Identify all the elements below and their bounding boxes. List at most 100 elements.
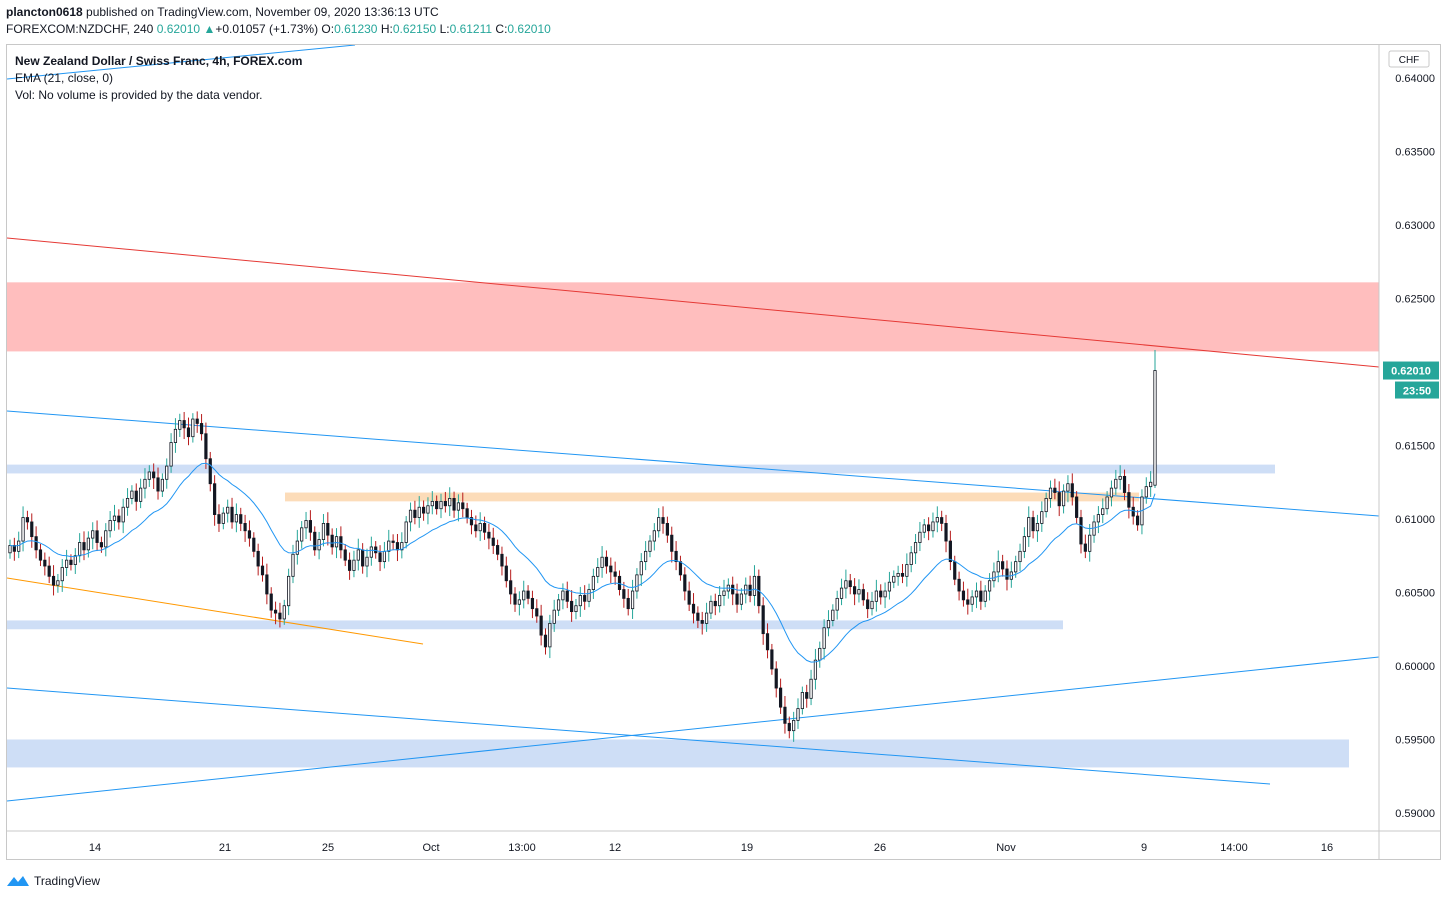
candle[interactable]: [121, 506, 125, 523]
candle[interactable]: [51, 575, 56, 586]
ema-line[interactable]: [9, 462, 1156, 663]
candle[interactable]: [1057, 492, 1061, 507]
candle[interactable]: [125, 498, 130, 508]
candle[interactable]: [896, 572, 900, 577]
candle[interactable]: [173, 428, 178, 443]
candle[interactable]: [421, 506, 426, 514]
candle[interactable]: [530, 597, 535, 610]
candle[interactable]: [683, 574, 687, 592]
candle[interactable]: [469, 517, 474, 526]
candle[interactable]: [465, 508, 469, 518]
candle[interactable]: [857, 589, 861, 595]
candle[interactable]: [56, 580, 60, 586]
candle[interactable]: [117, 515, 121, 523]
candle[interactable]: [509, 580, 513, 595]
candle[interactable]: [1135, 515, 1140, 526]
candle[interactable]: [30, 521, 34, 538]
candle[interactable]: [496, 545, 500, 555]
candle[interactable]: [34, 536, 38, 551]
candle[interactable]: [639, 561, 643, 576]
candle[interactable]: [165, 465, 169, 480]
candle[interactable]: [352, 559, 356, 571]
candle[interactable]: [709, 600, 713, 614]
candle[interactable]: [430, 500, 434, 507]
candle[interactable]: [1035, 523, 1040, 532]
candle[interactable]: [178, 420, 182, 430]
candle[interactable]: [866, 599, 870, 610]
candle[interactable]: [134, 490, 138, 502]
candle[interactable]: [874, 590, 878, 602]
candle[interactable]: [1001, 561, 1005, 570]
candle[interactable]: [186, 427, 191, 438]
candle[interactable]: [539, 615, 543, 636]
candle[interactable]: [831, 609, 835, 621]
candle[interactable]: [735, 593, 739, 605]
candle[interactable]: [1048, 487, 1053, 499]
footer-brand[interactable]: TradingView: [6, 872, 100, 890]
candle[interactable]: [487, 531, 491, 539]
candle[interactable]: [12, 545, 16, 552]
candle[interactable]: [143, 478, 147, 489]
candle[interactable]: [64, 559, 69, 568]
candle[interactable]: [1144, 486, 1148, 498]
candle[interactable]: [626, 597, 630, 610]
candle[interactable]: [648, 540, 652, 552]
candle[interactable]: [25, 517, 30, 523]
candle[interactable]: [60, 567, 64, 582]
candle[interactable]: [670, 534, 674, 552]
candle[interactable]: [853, 586, 857, 595]
candle[interactable]: [635, 574, 639, 592]
candle[interactable]: [374, 546, 378, 554]
candle[interactable]: [731, 584, 735, 595]
candle[interactable]: [1018, 550, 1022, 563]
candle[interactable]: [491, 537, 495, 546]
candle[interactable]: [587, 589, 591, 602]
candle[interactable]: [879, 590, 883, 598]
candle[interactable]: [382, 550, 387, 563]
candle[interactable]: [622, 589, 626, 599]
candle[interactable]: [330, 534, 334, 548]
candle[interactable]: [805, 692, 809, 699]
candle[interactable]: [99, 542, 104, 548]
candle[interactable]: [944, 523, 948, 542]
candle[interactable]: [404, 521, 408, 543]
candle[interactable]: [818, 647, 822, 661]
candle[interactable]: [848, 580, 852, 588]
candle[interactable]: [417, 506, 421, 518]
candle[interactable]: [413, 509, 417, 518]
candle[interactable]: [239, 514, 243, 524]
candle[interactable]: [1014, 561, 1018, 573]
candle[interactable]: [256, 550, 260, 567]
candle[interactable]: [770, 649, 774, 670]
candle[interactable]: [778, 687, 783, 708]
candle[interactable]: [687, 590, 691, 605]
candle[interactable]: [700, 620, 704, 624]
candle[interactable]: [1122, 475, 1127, 493]
candle[interactable]: [287, 575, 291, 607]
candle[interactable]: [461, 502, 465, 510]
candle[interactable]: [321, 523, 326, 540]
candle[interactable]: [787, 722, 791, 732]
candle[interactable]: [1040, 511, 1044, 524]
rising-support-line[interactable]: [7, 656, 1380, 802]
candle[interactable]: [822, 627, 826, 649]
candle[interactable]: [905, 564, 909, 577]
candle[interactable]: [295, 540, 299, 555]
candle[interactable]: [278, 612, 282, 620]
candle[interactable]: [308, 520, 312, 533]
candle[interactable]: [1044, 498, 1048, 513]
candle[interactable]: [1114, 478, 1118, 489]
orange-trendline[interactable]: [7, 577, 424, 645]
candle[interactable]: [1105, 496, 1109, 510]
candle[interactable]: [792, 719, 796, 732]
candle[interactable]: [474, 524, 478, 532]
candle[interactable]: [452, 498, 456, 511]
candle[interactable]: [835, 597, 839, 611]
candle[interactable]: [8, 545, 12, 554]
candle[interactable]: [987, 580, 992, 592]
candle[interactable]: [182, 420, 186, 429]
candle[interactable]: [992, 571, 996, 582]
candle[interactable]: [617, 575, 622, 590]
candle[interactable]: [435, 500, 439, 510]
candle[interactable]: [1153, 370, 1157, 486]
